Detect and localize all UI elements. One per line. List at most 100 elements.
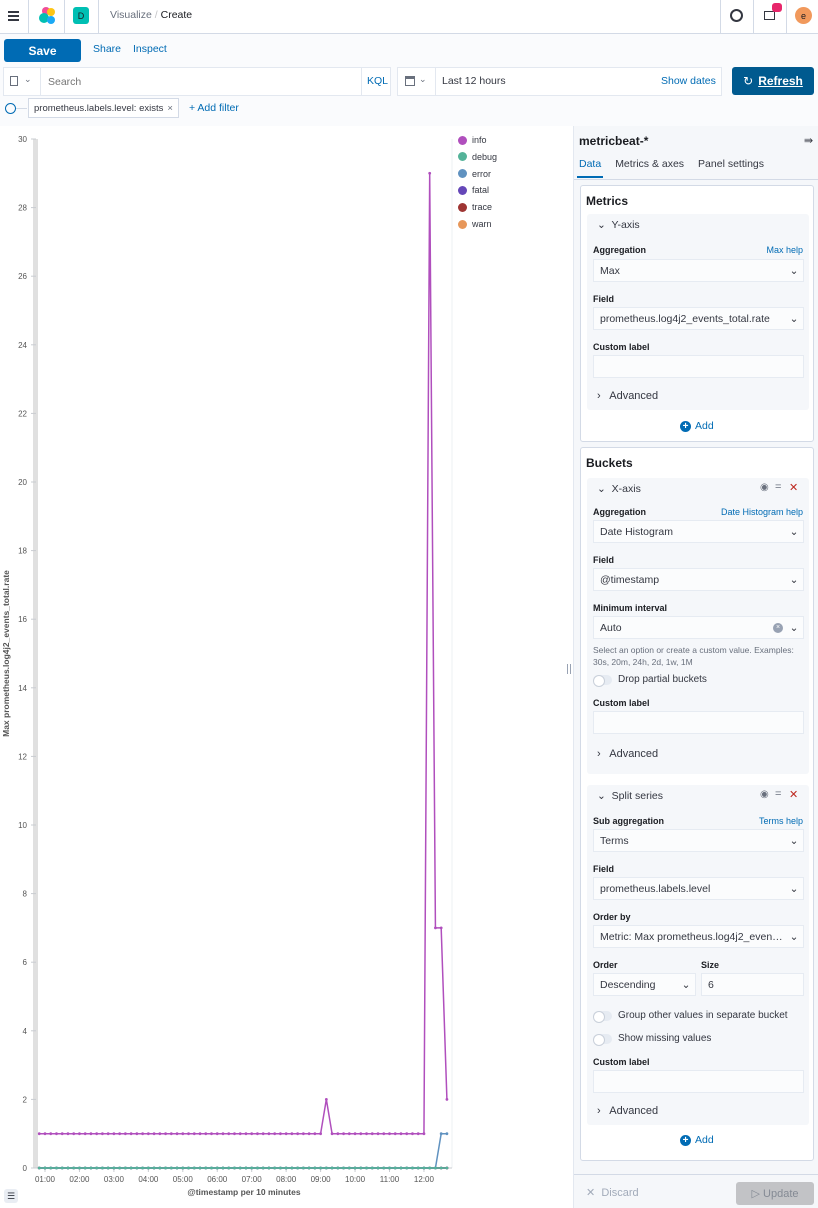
add-bucket-button[interactable]: + Add — [680, 1134, 714, 1146]
sub-aggregation-label: Sub aggregation — [593, 816, 665, 826]
search-bar: ⌄ KQL — [3, 67, 391, 96]
drag-handle-icon[interactable]: = — [775, 788, 782, 800]
remove-icon[interactable]: ✕ — [789, 482, 799, 494]
data-point-info — [152, 1132, 156, 1136]
show-dates-link[interactable]: Show dates — [661, 75, 716, 87]
data-point-info — [101, 1132, 104, 1136]
space-avatar[interactable]: D — [73, 7, 89, 24]
terms-help-link[interactable]: Terms help — [758, 816, 803, 826]
data-point-info — [405, 1132, 409, 1136]
drop-partial-toggle[interactable] — [593, 675, 612, 687]
data-point-debug — [49, 1166, 53, 1170]
legend-toggle-button[interactable]: ☰ — [4, 1189, 18, 1203]
mail-icon[interactable] — [764, 11, 775, 20]
chevron-down-icon[interactable]: ⌄ — [24, 74, 32, 84]
data-point-info — [428, 171, 432, 175]
save-button[interactable]: Save — [4, 39, 81, 62]
data-point-info — [279, 1132, 282, 1136]
data-point-debug — [192, 1166, 196, 1170]
user-avatar[interactable]: e — [795, 7, 812, 24]
remove-icon[interactable]: ✕ — [789, 789, 799, 801]
group-other-toggle[interactable] — [593, 1011, 612, 1023]
filter-pill[interactable]: prometheus.labels.level: exists × — [28, 98, 179, 118]
legend-item-trace[interactable]: trace — [458, 202, 492, 212]
chevron-down-icon: ⌄ — [789, 930, 799, 943]
saved-query-icon[interactable] — [10, 76, 18, 86]
sub-aggregation-select[interactable]: Terms ⌄ — [593, 829, 804, 852]
show-missing-toggle[interactable] — [593, 1034, 612, 1046]
max-help-link[interactable]: Max help — [766, 245, 803, 255]
kql-toggle[interactable]: KQL — [367, 75, 389, 87]
menu-icon[interactable] — [8, 11, 19, 21]
tab-metrics-axes[interactable]: Metrics & axes — [615, 158, 685, 170]
panel-resize-handle[interactable] — [567, 664, 571, 674]
order-by-select[interactable]: Metric: Max prometheus.log4j2_events_tot… — [593, 925, 804, 948]
refresh-label: Refresh — [758, 74, 803, 88]
data-point-info — [365, 1132, 368, 1136]
data-point-error — [445, 1132, 449, 1136]
data-point-info — [256, 1132, 259, 1136]
advanced-toggle[interactable]: › Advanced — [597, 390, 659, 402]
interval-select[interactable]: Auto × ⌄ — [593, 616, 804, 639]
y-tick-label: 2 — [23, 1095, 28, 1104]
custom-label-input[interactable] — [593, 711, 804, 734]
x-axis-toggle[interactable]: ⌄ X-axis — [597, 483, 641, 495]
advanced-toggle[interactable]: › Advanced — [597, 1105, 659, 1117]
collapse-sidebar-icon[interactable]: ⇛ — [804, 135, 814, 147]
field-select[interactable]: @timestamp ⌄ — [593, 568, 804, 591]
custom-label-input[interactable] — [593, 355, 804, 378]
data-point-debug — [106, 1166, 110, 1170]
chevron-down-icon[interactable]: ⌄ — [419, 74, 427, 84]
legend-item-fatal[interactable]: fatal — [458, 185, 489, 195]
legend-item-error[interactable]: error — [458, 169, 491, 179]
calendar-icon[interactable] — [405, 76, 415, 86]
legend-item-warn[interactable]: warn — [458, 219, 492, 229]
drag-handle-icon[interactable]: = — [775, 481, 782, 493]
legend-label: warn — [472, 219, 492, 229]
search-input[interactable] — [48, 73, 348, 90]
date-histogram-help-link[interactable]: Date Histogram help — [720, 507, 803, 517]
data-point-debug — [238, 1166, 242, 1170]
data-point-debug — [118, 1166, 122, 1170]
close-icon[interactable]: × — [167, 102, 173, 114]
data-point-info — [376, 1132, 380, 1136]
kibana-logo[interactable] — [38, 6, 58, 26]
field-select[interactable]: prometheus.log4j2_events_total.rate ⌄ — [593, 307, 804, 330]
data-point-info — [353, 1132, 357, 1136]
help-icon[interactable] — [730, 9, 743, 22]
tab-panel-settings[interactable]: Panel settings — [698, 158, 765, 170]
legend-item-info[interactable]: info — [458, 135, 487, 145]
legend-label: error — [472, 168, 492, 179]
split-series-toggle[interactable]: ⌄ Split series — [597, 790, 663, 802]
data-point-debug — [393, 1166, 397, 1170]
field-select[interactable]: prometheus.labels.level ⌄ — [593, 877, 804, 900]
add-metric-button[interactable]: + Add — [680, 420, 714, 432]
aggregation-select[interactable]: Max ⌄ — [593, 259, 804, 282]
filter-icon[interactable] — [5, 102, 16, 114]
data-point-debug — [422, 1166, 426, 1170]
custom-label-input[interactable] — [593, 1070, 804, 1093]
data-point-error — [439, 1132, 443, 1136]
eye-icon[interactable]: ◉ — [760, 789, 769, 800]
breadcrumb-visualize[interactable]: Visualize — [110, 9, 152, 21]
tab-data[interactable]: Data — [577, 155, 604, 178]
discard-button[interactable]: ✕ Discard — [586, 1187, 639, 1199]
add-filter-button[interactable]: + Add filter — [188, 102, 239, 114]
chevron-down-icon: ⌄ — [789, 264, 799, 277]
share-link[interactable]: Share — [93, 43, 122, 55]
advanced-toggle[interactable]: › Advanced — [597, 748, 659, 760]
clear-icon[interactable]: × — [773, 622, 783, 633]
size-input[interactable] — [701, 973, 804, 996]
aggregation-select[interactable]: Date Histogram ⌄ — [593, 520, 804, 543]
inspect-link[interactable]: Inspect — [133, 43, 167, 55]
legend-item-debug[interactable]: debug — [458, 152, 497, 162]
time-range[interactable]: Last 12 hours — [442, 75, 506, 87]
update-button[interactable]: ▷ Update — [736, 1182, 814, 1205]
order-select[interactable]: Descending ⌄ — [593, 973, 696, 996]
y-axis-toggle[interactable]: ⌄ Y-axis — [597, 219, 640, 231]
refresh-button[interactable]: ↻ Refresh — [732, 67, 814, 95]
data-point-debug — [101, 1166, 104, 1170]
eye-icon[interactable]: ◉ — [760, 482, 769, 493]
data-point-debug — [135, 1166, 139, 1170]
